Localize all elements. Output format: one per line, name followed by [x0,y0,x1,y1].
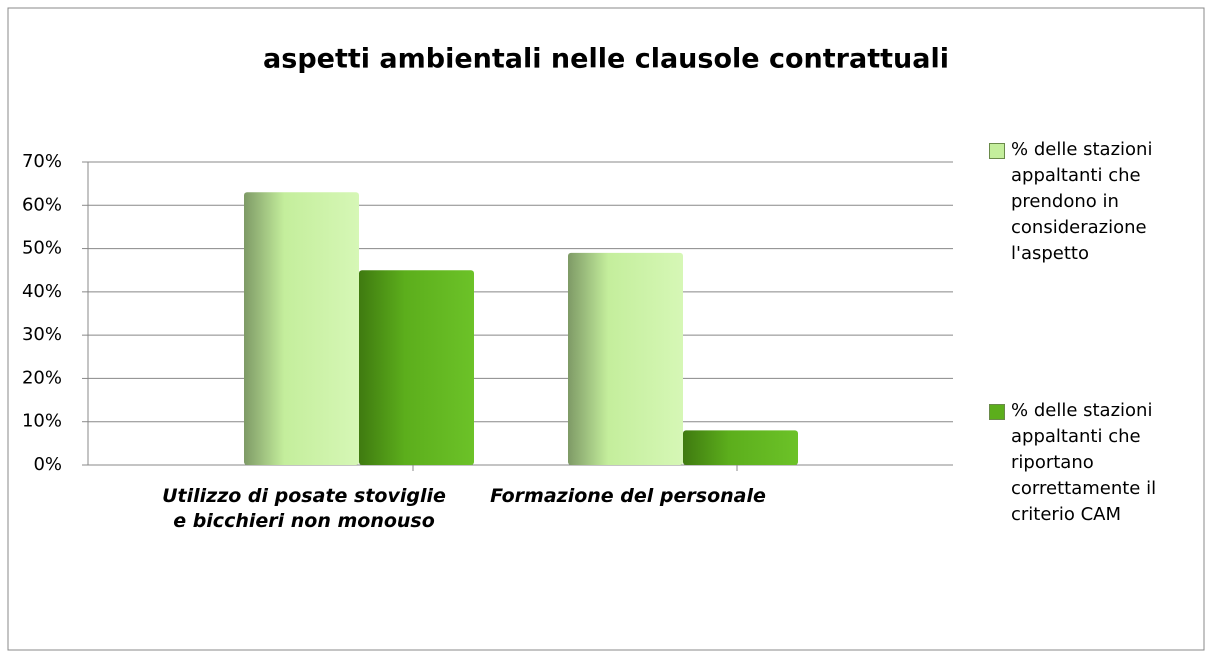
y-tick-label: 70% [22,151,62,172]
chart-border [7,7,1205,651]
y-tick-label: 60% [22,194,62,215]
chart-title: aspetti ambientali nelle clausole contra… [263,44,949,75]
bar [683,430,798,465]
bar [244,192,359,466]
y-tick-label: 0% [33,454,62,475]
legend-entry: % delle stazioni appaltanti che prendono… [985,137,1200,267]
legend-swatch [989,404,1005,420]
x-tick-label: Utilizzo di posate stoviglie e bicchieri… [162,485,446,532]
y-tick-label: 30% [22,324,62,345]
x-tick-label: Formazione del personale [490,485,766,507]
legend-swatch [989,143,1005,159]
bar [359,270,474,465]
y-tick-label: 10% [22,411,62,432]
legend-entry: % delle stazioni appaltanti che riportan… [985,398,1200,528]
y-tick-label: 50% [22,238,62,259]
bar [568,252,683,465]
y-tick-label: 40% [22,281,62,302]
y-tick-label: 20% [22,367,62,388]
